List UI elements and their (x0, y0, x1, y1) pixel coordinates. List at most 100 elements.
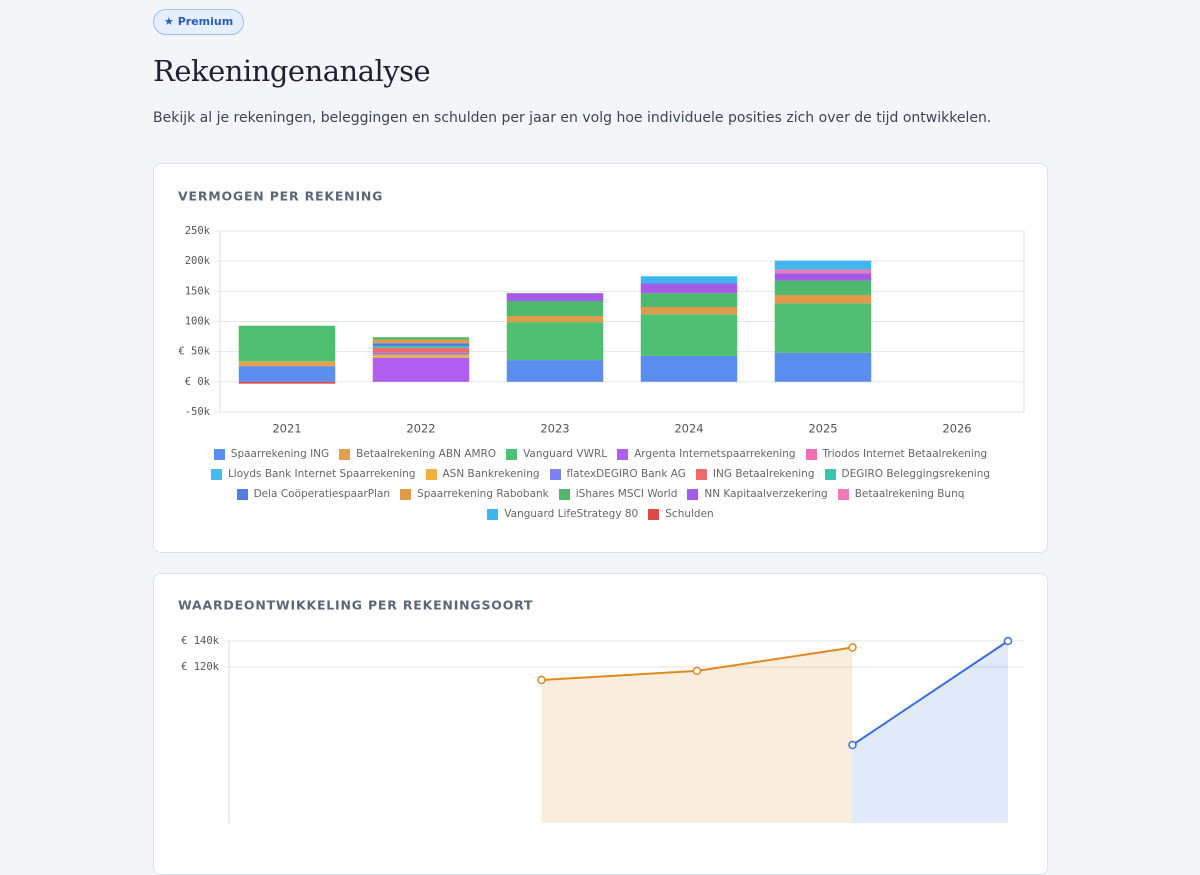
bar-segment (372, 339, 470, 344)
legend-item[interactable]: Schulden (648, 507, 714, 521)
y-tick-label: € 0k (185, 376, 211, 388)
chart-title: WAARDEONTWIKKELING PER REKENINGSOORT (178, 598, 533, 613)
legend-swatch (400, 488, 412, 500)
bar-segment (506, 300, 604, 317)
x-tick-label: 2022 (406, 422, 435, 436)
point (692, 666, 702, 676)
bar-segment (372, 357, 470, 382)
bar-segment (506, 316, 604, 323)
x-tick-label: 2026 (942, 422, 971, 436)
bar-segment (640, 283, 738, 294)
legend-label: ING Betaalrekening (712, 468, 815, 480)
legend-swatch (648, 508, 660, 520)
bar-segment (238, 325, 336, 362)
bar-segment (238, 366, 336, 382)
y-tick-label: 250k (185, 225, 211, 237)
legend-item[interactable]: NN Kapitaalverzekering (687, 487, 828, 501)
legend-swatch (695, 468, 707, 480)
bar-segment (640, 293, 738, 308)
bar-segment (372, 343, 470, 347)
legend-item[interactable]: ASN Bankrekening (425, 467, 540, 481)
chart: WAARDEONTWIKKELING PER REKENINGSOORT € 1… (178, 598, 1024, 823)
legend-item[interactable]: flatexDEGIRO Bank AG (549, 467, 686, 481)
legend-label: Vanguard VWRL (523, 448, 608, 460)
legend-item[interactable]: Triodos Internet Betaalrekening (805, 447, 988, 461)
legend-label: Lloyds Bank Internet Spaarrekening (227, 468, 416, 480)
bar-segment (238, 381, 336, 384)
legend-item[interactable]: Argenta Internetspaarrekening (617, 447, 796, 461)
legend-swatch (487, 508, 499, 520)
legend-item[interactable]: ING Betaalrekening (695, 467, 815, 481)
legend-item[interactable]: Spaarrekening ING (213, 447, 330, 461)
y-tick-label: € 120k (181, 661, 220, 673)
legend-label: ASN Bankrekening (442, 468, 540, 480)
legend-item[interactable]: Spaarrekening Rabobank (400, 487, 549, 501)
legend-item[interactable]: Lloyds Bank Internet Spaarrekening (210, 467, 416, 481)
legend-label: DEGIRO Beleggingsrekening (841, 468, 991, 480)
chart: VERMOGEN PER REKENING -50k € 0k € 50k 100k 1… (178, 189, 1025, 436)
x-tick-label: 2025 (808, 422, 837, 436)
legend-item[interactable]: Vanguard VWRL (506, 447, 607, 461)
y-tick-label: € 140k (181, 635, 220, 647)
bar-segment (506, 293, 604, 301)
point (848, 643, 857, 652)
legend-swatch (824, 468, 836, 480)
bar-segment (640, 314, 738, 356)
legend-label: Dela CoöperatiespaarPlan (253, 488, 391, 500)
legend-label: Betaalrekening Bunq (854, 488, 965, 500)
legend-item[interactable]: DEGIRO Beleggingsrekening (824, 467, 991, 481)
legend-swatch (425, 468, 437, 480)
bar-segment (372, 346, 470, 349)
y-tick-label: 200k (185, 255, 211, 267)
page: ★ Premium Rekeningenanalyse Bekijk al je… (153, 9, 1048, 875)
premium-badge[interactable]: ★ Premium (153, 9, 245, 35)
y-tick-label: 100k (185, 316, 211, 328)
legend-swatch (210, 468, 222, 480)
legend-label: Schulden (665, 508, 714, 520)
legend-label: Spaarrekening Rabobank (417, 488, 549, 500)
legend-item[interactable]: Betaalrekening Bunq (837, 487, 965, 501)
legend-item[interactable]: iShares MSCI World (558, 487, 678, 501)
bar-segment (506, 322, 604, 361)
chart-card: VERMOGEN PER REKENING -50k € 0k € 50k 100k 1… (153, 163, 1048, 553)
legend-swatch (687, 488, 699, 500)
legend-swatch (549, 468, 561, 480)
legend-label: Triodos Internet Betaalrekening (822, 448, 988, 460)
legend-label: Spaarrekening ING (230, 448, 330, 460)
bar-segment (774, 294, 872, 304)
legend-swatch (236, 488, 248, 500)
y-tick-label: 150k (185, 285, 211, 297)
bar-segment (372, 348, 470, 353)
x-tick-label: 2021 (272, 422, 301, 436)
bar-segment (774, 273, 872, 281)
x-tick-label: 2023 (540, 422, 569, 436)
y-tick-label: -50k (185, 406, 211, 418)
legend-swatch (617, 448, 629, 460)
legend-swatch (558, 488, 570, 500)
bar-segment (506, 360, 604, 382)
bar-segment (774, 269, 872, 274)
legend-swatch (339, 448, 351, 460)
legend-item[interactable]: Betaalrekening ABN AMRO (339, 447, 496, 461)
point (848, 740, 857, 750)
bar-segment (238, 361, 336, 367)
bar-segment (774, 352, 872, 382)
legend-label: Argenta Internetspaarrekening (634, 448, 796, 460)
legend: Spaarrekening ING Betaalrekening ABN AMRO… (174, 447, 1027, 521)
legend-item[interactable]: Vanguard LifeStrategy 80 (487, 507, 638, 521)
legend-item[interactable]: Dela CoöperatiespaarPlan (236, 487, 391, 501)
chart-title: VERMOGEN PER REKENING (178, 189, 383, 204)
legend-label: flatexDEGIRO Bank AG (566, 468, 686, 480)
y-tick-label: € 50k (178, 346, 210, 358)
chart-card: WAARDEONTWIKKELING PER REKENINGSOORT € 1… (153, 573, 1048, 875)
bar-segment (372, 354, 470, 358)
bar-segment (372, 337, 470, 340)
legend-label: iShares MSCI World (575, 488, 678, 500)
bar-segment (640, 307, 738, 315)
page-description: Bekijk al je rekeningen, beleggingen en … (153, 110, 992, 126)
bar-segment (372, 352, 470, 355)
legend-swatch (805, 448, 817, 460)
point (537, 675, 546, 685)
legend-label: Betaalrekening ABN AMRO (356, 448, 497, 460)
area (852, 641, 1008, 823)
